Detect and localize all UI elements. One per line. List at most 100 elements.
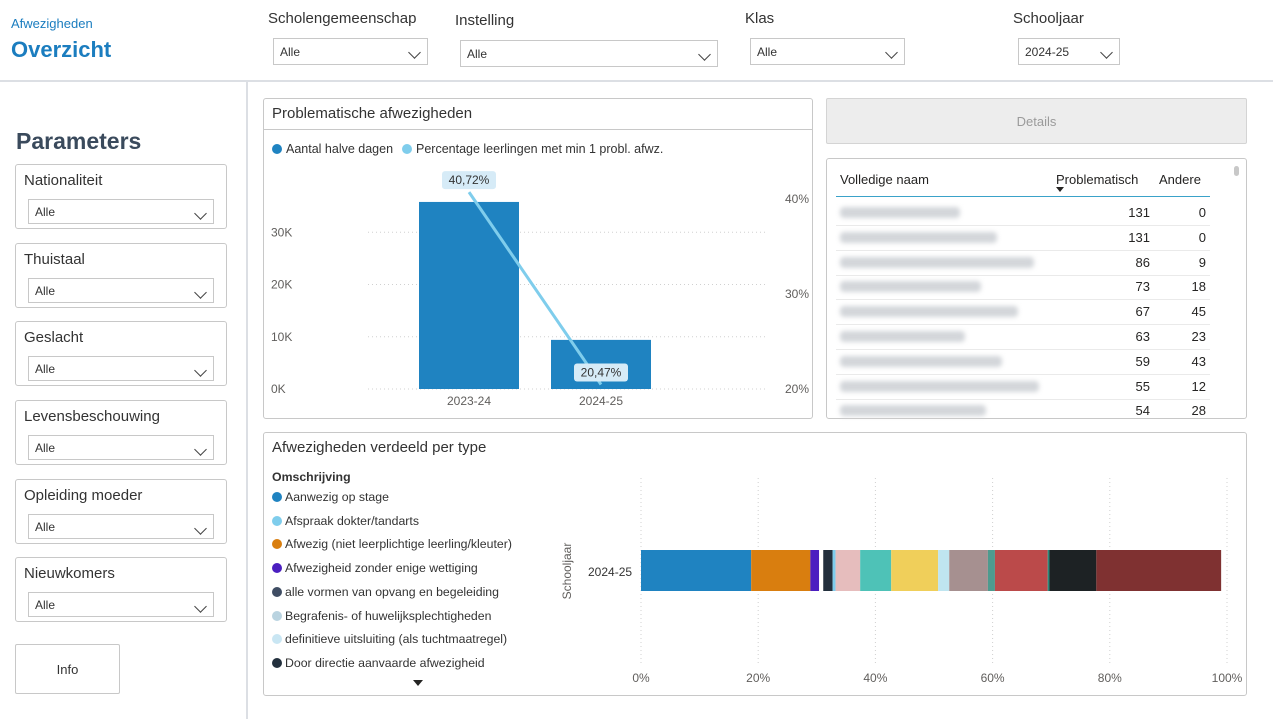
breadcrumb[interactable]: Afwezigheden: [11, 16, 93, 31]
student-name-redacted[interactable]: [840, 256, 1034, 268]
stack-segment[interactable]: [832, 550, 836, 591]
schooljaar-dropdown[interactable]: 2024-25: [1018, 38, 1120, 65]
param-label: Levensbeschouwing: [24, 408, 160, 425]
filter-label-schooljaar: Schooljaar: [1013, 10, 1084, 27]
sort-desc-icon[interactable]: [1056, 187, 1064, 192]
column-header-andere[interactable]: Andere: [1159, 172, 1201, 187]
row-divider: [836, 249, 1210, 251]
chevron-down-icon: [194, 286, 207, 299]
legend-dot: [272, 586, 282, 597]
legend-label: Aantal halve dagen: [286, 142, 394, 156]
stack-segment[interactable]: [835, 550, 861, 591]
dropdown-value: Alle: [35, 283, 56, 298]
x-tick-label: 40%: [863, 671, 887, 685]
legend-label: Begrafenis- of huwelijksplechtigheden: [285, 608, 492, 623]
scholengemeenschap-dropdown[interactable]: Alle: [273, 38, 428, 65]
geslacht-dropdown[interactable]: Alle: [28, 356, 214, 381]
legend-scroll-down-icon[interactable]: [413, 680, 423, 686]
chevron-down-icon: [1100, 46, 1113, 59]
student-name-redacted[interactable]: [840, 331, 965, 342]
stack-segment[interactable]: [810, 550, 820, 591]
type-legend-item[interactable]: definitieve uitsluiting (als tuchtmaatre…: [272, 632, 507, 646]
column-header-naam[interactable]: Volledige naam: [840, 172, 929, 187]
x-tick-label: 0%: [632, 671, 650, 685]
stack-segment[interactable]: [1049, 550, 1097, 591]
dropdown-value: Alle: [35, 597, 56, 612]
nationaliteit-dropdown[interactable]: Alle: [28, 199, 214, 224]
data-label: 40,72%: [449, 173, 490, 187]
dropdown-value: Alle: [280, 44, 301, 59]
x-tick-label: 100%: [1212, 671, 1243, 685]
problematisch-cell: 131: [1128, 205, 1150, 220]
type-legend-item[interactable]: Door directie aanvaarde afwezigheid: [272, 656, 485, 670]
row-divider: [836, 225, 1210, 226]
type-legend-item[interactable]: Aanwezig op stage: [272, 490, 389, 504]
card-title: Afwezigheden verdeeld per type: [272, 439, 487, 456]
legend-dot: [272, 634, 282, 645]
dropdown-value: Alle: [757, 44, 778, 59]
dropdown-value: 2024-25: [1025, 44, 1070, 59]
legend-item-halve-dagen[interactable]: Aantal halve dagen: [272, 142, 393, 156]
legend-label: Afwezig (niet leerplichtige leerling/kle…: [285, 537, 512, 552]
student-name-redacted[interactable]: [840, 405, 986, 417]
stack-segment[interactable]: [823, 550, 833, 591]
student-name-redacted[interactable]: [840, 207, 960, 218]
legend-dot: [272, 144, 282, 154]
stack-segment[interactable]: [938, 550, 950, 591]
dropdown-value: Alle: [467, 46, 488, 61]
param-levensbeschouwing: Levensbeschouwing Alle: [15, 400, 227, 465]
stack-segment[interactable]: [641, 550, 752, 591]
instelling-dropdown[interactable]: Alle: [460, 40, 718, 67]
andere-cell: 18: [1191, 279, 1206, 295]
x-tick-label: 20%: [746, 671, 770, 685]
student-name-redacted[interactable]: [840, 306, 1018, 318]
dropdown-value: Alle: [35, 440, 56, 455]
header-divider: [0, 80, 1273, 82]
chevron-down-icon: [194, 600, 207, 613]
sidebar-divider: [246, 82, 248, 719]
thuistaal-dropdown[interactable]: Alle: [28, 278, 214, 303]
percentage-line[interactable]: [467, 191, 603, 386]
andere-cell: 28: [1191, 403, 1206, 419]
nieuwkomers-dropdown[interactable]: Alle: [28, 592, 214, 617]
stack-segment[interactable]: [751, 550, 811, 591]
column-header-problematisch[interactable]: Problematisch: [1056, 172, 1139, 187]
andere-cell: 9: [1198, 254, 1206, 270]
filter-label-klas: Klas: [745, 10, 775, 27]
details-button[interactable]: Details: [826, 98, 1247, 144]
type-legend-item[interactable]: alle vormen van opvang en begeleiding: [272, 585, 499, 599]
type-legend-item[interactable]: Afspraak dokter/tandarts: [272, 514, 419, 528]
opleiding-moeder-dropdown[interactable]: Alle: [28, 514, 214, 539]
legend-dot: [272, 515, 282, 526]
stack-segment[interactable]: [819, 550, 824, 591]
student-name-redacted[interactable]: [840, 231, 997, 243]
student-name-redacted[interactable]: [840, 380, 1039, 392]
stack-segment[interactable]: [987, 550, 995, 591]
stack-segment[interactable]: [891, 550, 939, 591]
student-name-redacted[interactable]: [840, 281, 981, 293]
levensbeschouwing-dropdown[interactable]: Alle: [28, 435, 214, 460]
legend-dot: [272, 492, 282, 502]
klas-dropdown[interactable]: Alle: [750, 38, 905, 65]
type-legend-item[interactable]: Begrafenis- of huwelijksplechtigheden: [272, 609, 491, 623]
student-name-redacted[interactable]: [840, 355, 1002, 367]
param-label: Nieuwkomers: [24, 565, 115, 582]
type-legend-item[interactable]: Afwezig (niet leerplichtige leerling/kle…: [272, 537, 512, 551]
x-tick-label: 2024-25: [579, 394, 623, 408]
param-thuistaal: Thuistaal Alle: [15, 243, 227, 308]
stack-segment[interactable]: [994, 550, 1048, 591]
dropdown-value: Alle: [35, 519, 56, 534]
type-legend-item[interactable]: Afwezigheid zonder enige wettiging: [272, 561, 478, 575]
type-chart-svg: 0% 20% 40% 60% 80% 100% 2024-25 Schooljaar: [560, 478, 1243, 685]
stack-segment[interactable]: [860, 550, 892, 591]
legend-label: Percentage leerlingen met min 1 probl. a…: [416, 142, 664, 156]
stack-segment[interactable]: [949, 550, 988, 591]
legend-item-percentage[interactable]: Percentage leerlingen met min 1 probl. a…: [402, 142, 663, 156]
x-tick-label: 60%: [981, 671, 1005, 685]
stack-segment[interactable]: [1047, 550, 1050, 591]
stack-segment[interactable]: [1096, 550, 1222, 591]
bar-2023-24[interactable]: [419, 201, 519, 389]
y-tick-right: 30%: [785, 287, 809, 301]
info-button[interactable]: Info: [15, 644, 120, 694]
scrollbar-thumb[interactable]: [1234, 166, 1239, 176]
